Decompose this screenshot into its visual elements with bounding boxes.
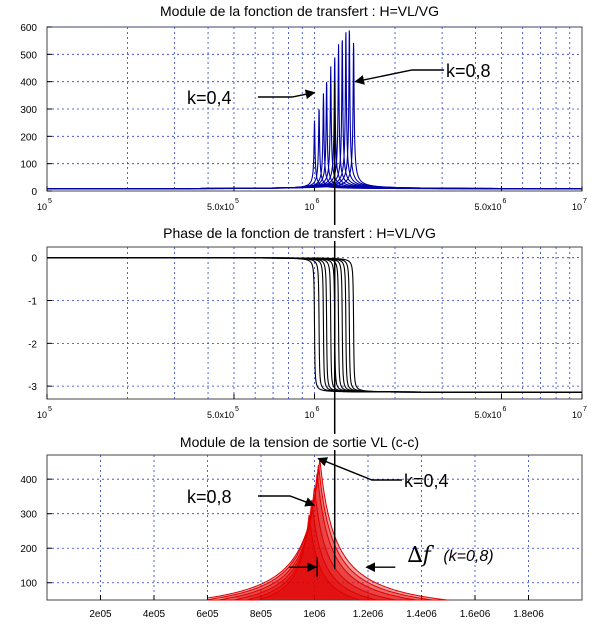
annotation-arrow <box>258 495 316 507</box>
title-transfer-phase: Phase de la fonction de transfert : H=VL… <box>0 225 597 241</box>
x-tick-label: 10 <box>37 410 47 420</box>
x-tick-label-exponent: 6 <box>502 406 506 413</box>
x-tick-label: 10 <box>37 202 47 212</box>
x-tick-label: 1.2e06 <box>353 609 384 620</box>
x-tick-label-exponent: 7 <box>583 198 587 205</box>
annotations-layer: k=0,4 k=0,8 k=0,8 k=0,4 ∆f (k=0,8) <box>187 61 494 578</box>
annotation-arrow <box>258 89 316 100</box>
y-tick-label: 100 <box>20 160 37 171</box>
annotation-label-k08: k=0,8 <box>187 487 232 507</box>
series-area <box>207 464 449 601</box>
y-tick-label: 200 <box>20 544 37 555</box>
x-tick-label: 1.8e06 <box>513 609 544 620</box>
annotation-label-k04: k=0,4 <box>187 88 232 108</box>
series-line <box>47 257 582 393</box>
x-tick-label: 4e05 <box>143 609 166 620</box>
delta-f-note: (k=0,8) <box>443 548 493 565</box>
y-tick-label: -1 <box>28 297 37 308</box>
x-tick-label: 6e05 <box>196 609 219 620</box>
annotation-label-k08: k=0,8 <box>446 61 491 81</box>
y-tick-label: 100 <box>20 579 37 590</box>
annotation-arrow <box>317 457 402 481</box>
x-tick-label-exponent: 6 <box>502 198 506 205</box>
series-area <box>207 487 449 601</box>
x-tick-label: 5.0x10 <box>207 202 234 212</box>
x-tick-label-exponent: 6 <box>316 198 320 205</box>
panel-output-voltage: 100 200 300 400 2e05 4e05 6e05 8e05 1e06 1.2e06 1.… <box>20 454 583 620</box>
title-transfer-modulus: Module de la fonction de transfert : H=V… <box>0 3 597 19</box>
x-tick-label-exponent: 5 <box>235 406 239 413</box>
y-tick-label: 300 <box>20 105 37 116</box>
y-tick-label: 300 <box>20 510 37 521</box>
y-tick-label: 0 <box>31 187 37 198</box>
x-tick-label-exponent: 6 <box>316 406 320 413</box>
x-tick-label: 10 <box>572 410 582 420</box>
y-tick-label: -3 <box>28 382 37 393</box>
x-tick-label: 5.0x10 <box>207 410 234 420</box>
delta-f-label: ∆f <box>407 543 434 568</box>
panel-transfer-modulus: 01002003004005006001055.0x1051065.0x1061… <box>20 23 587 212</box>
x-tick-label: 10 <box>304 202 314 212</box>
x-tick-label: 5.0x10 <box>474 202 501 212</box>
series-area <box>207 458 449 601</box>
x-tick-label: 1.4e06 <box>406 609 437 620</box>
series-line <box>47 42 582 190</box>
x-tick-label: 10 <box>572 202 582 212</box>
x-tick-label-exponent: 7 <box>583 406 587 413</box>
y-tick-label: 600 <box>20 23 37 34</box>
x-tick-label: 5.0x10 <box>474 410 501 420</box>
x-tick-label: 8e05 <box>250 609 273 620</box>
y-tick-label: 400 <box>20 475 37 486</box>
x-tick-label: 10 <box>304 410 314 420</box>
y-tick-label: -2 <box>28 339 37 350</box>
y-tick-label: 200 <box>20 132 37 143</box>
x-tick-label: 1.6e06 <box>460 609 491 620</box>
y-tick-label: 500 <box>20 50 37 61</box>
x-tick-label-exponent: 5 <box>235 198 239 205</box>
y-tick-label: 0 <box>31 254 37 265</box>
y-tick-label: 400 <box>20 78 37 89</box>
x-tick-label-exponent: 5 <box>48 198 52 205</box>
x-tick-label-exponent: 5 <box>48 406 52 413</box>
x-tick-label: 1e06 <box>303 609 326 620</box>
x-tick-label: 2e05 <box>89 609 112 620</box>
title-output-voltage: Module de la tension de sortie VL (c-c) <box>0 434 597 450</box>
annotation-arrow <box>354 69 444 85</box>
annotation-label-k04: k=0,4 <box>404 471 449 491</box>
series-area <box>207 473 449 601</box>
